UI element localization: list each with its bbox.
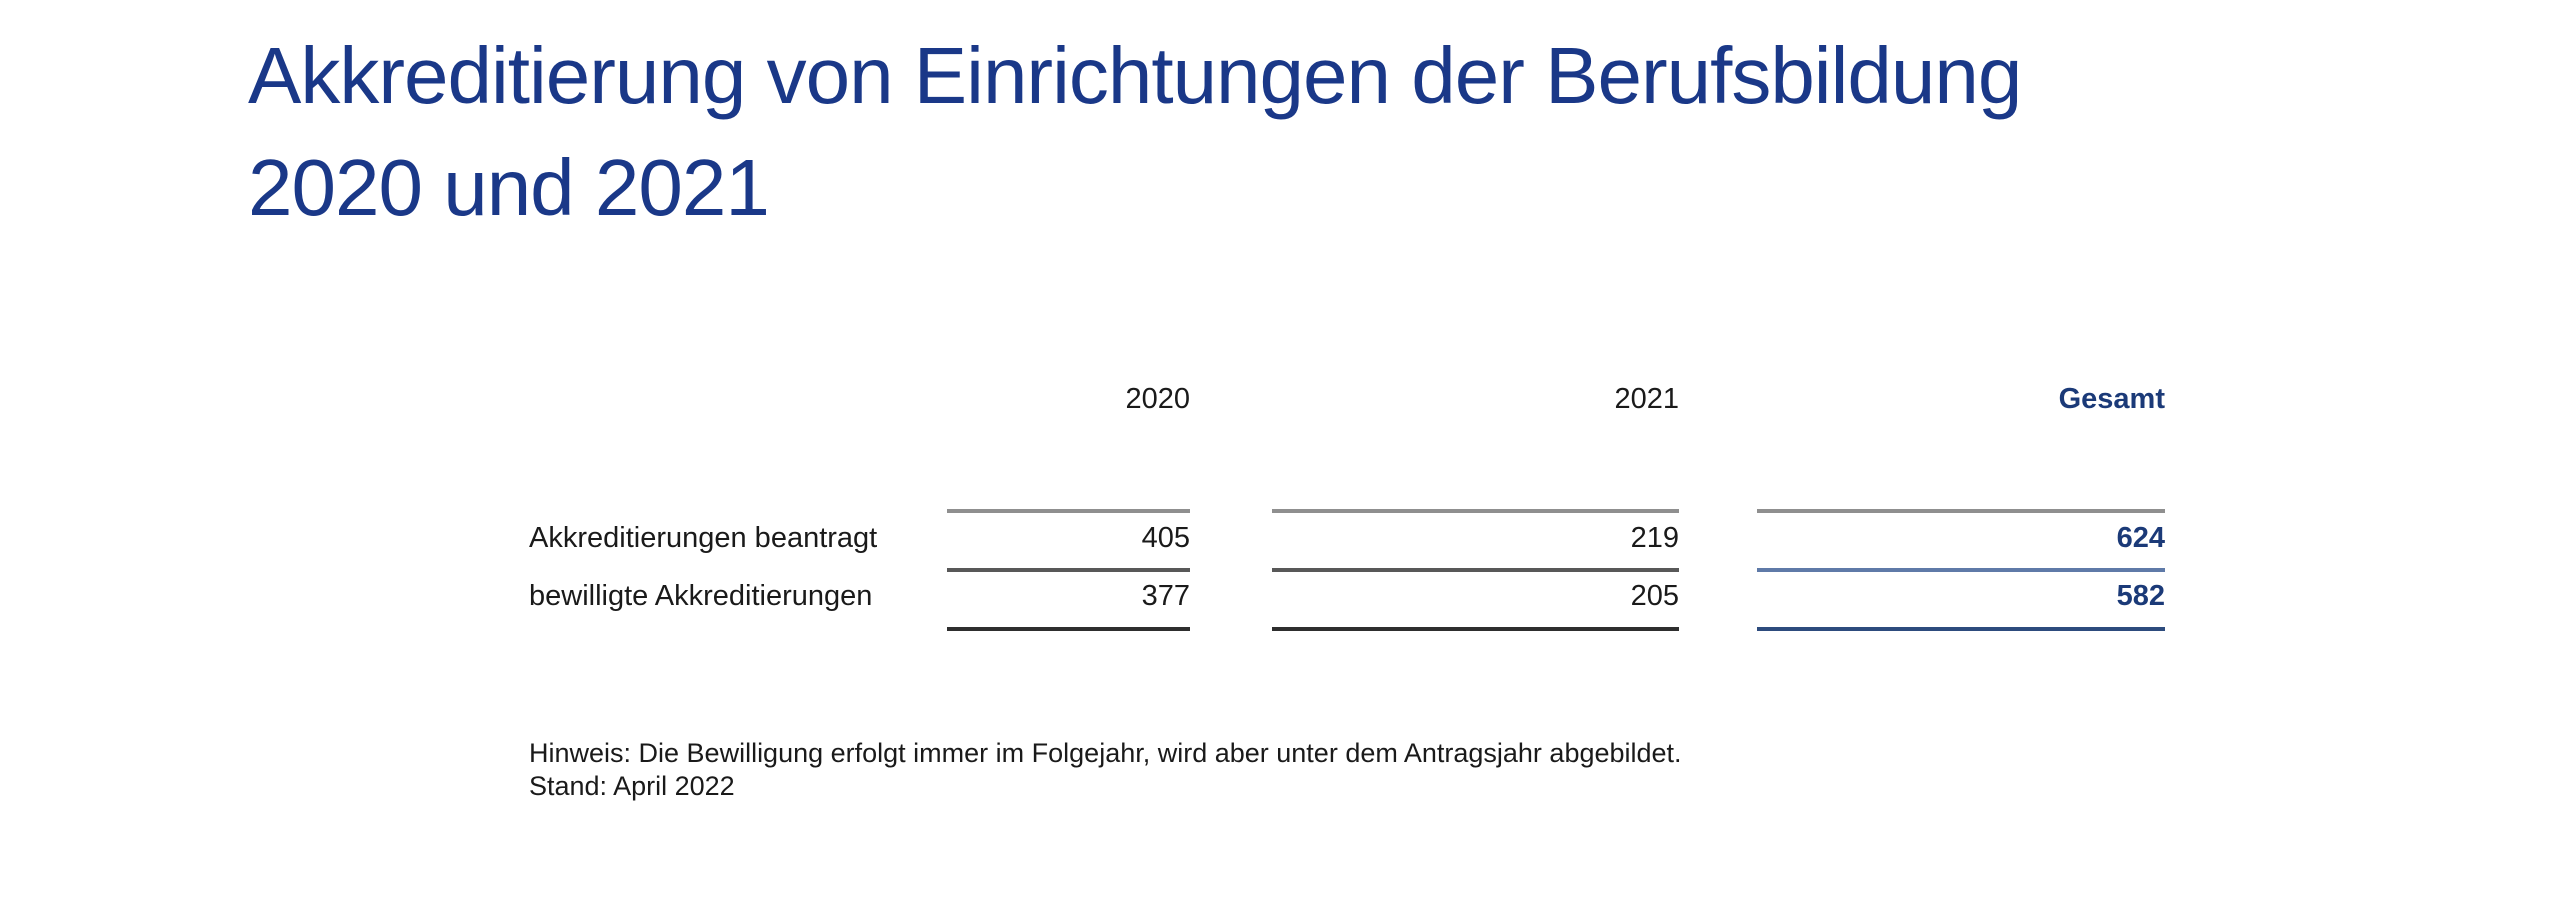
rule-mid-col-2021: [1272, 568, 1679, 572]
rule-top-col-2020: [947, 509, 1190, 513]
rule-bottom-col-gesamt: [1757, 627, 2165, 631]
value-bewilligt-2020: 377: [1141, 580, 1190, 612]
rule-top-col-gesamt: [1757, 509, 2165, 513]
rule-top-col-2021: [1272, 509, 1679, 513]
value-bewilligt-2021: 205: [1630, 580, 1679, 612]
column-header-gesamt: Gesamt: [2058, 383, 2165, 415]
row-label-akkreditierungen-beantragt: Akkreditierungen beantragt: [529, 522, 878, 554]
note-text: Hinweis: Die Bewilligung erfolgt immer i…: [529, 738, 1682, 768]
value-beantragt-gesamt: 624: [2116, 522, 2165, 554]
stand-text: Stand: April 2022: [529, 771, 735, 801]
column-header-2021: 2021: [1614, 383, 1679, 415]
row-label-bewilligte-akkreditierungen: bewilligte Akkreditierungen: [529, 580, 873, 612]
page-title-line-1: Akkreditierung von Einrichtungen der Ber…: [248, 31, 2022, 120]
page-title: Akkreditierung von Einrichtungen der Ber…: [248, 20, 2022, 244]
rule-mid-col-gesamt: [1757, 568, 2165, 572]
column-header-2020: 2020: [1125, 383, 1190, 415]
rule-bottom-col-2021: [1272, 627, 1679, 631]
value-beantragt-2020: 405: [1141, 522, 1190, 554]
value-beantragt-2021: 219: [1630, 522, 1679, 554]
page-title-line-2: 2020 und 2021: [248, 143, 770, 232]
rule-bottom-col-2020: [947, 627, 1190, 631]
value-bewilligt-gesamt: 582: [2116, 580, 2165, 612]
rule-mid-col-2020: [947, 568, 1190, 572]
